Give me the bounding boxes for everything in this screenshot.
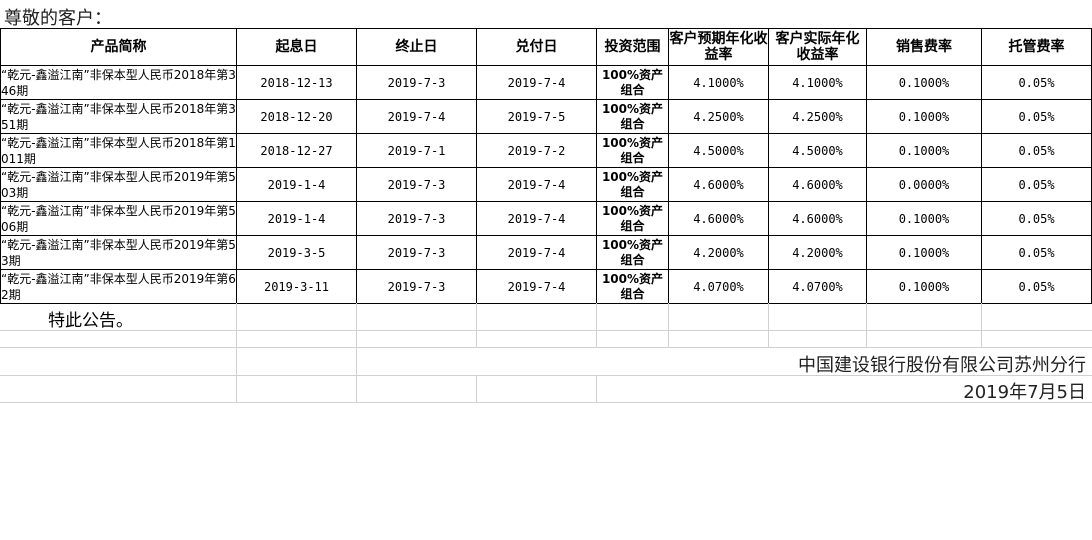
investment-scope: 100%资产组合 xyxy=(596,269,669,304)
header-pay: 兑付日 xyxy=(476,28,597,66)
table-row: “乾元-鑫溢江南”非保本型人民币2018年第1011期 2018-12-27 201… xyxy=(0,133,1092,168)
actual-yield: 4.5000% xyxy=(768,133,867,168)
product-name: “乾元-鑫溢江南”非保本型人民币2018年第1011期 xyxy=(0,133,237,168)
expected-yield: 4.6000% xyxy=(668,201,769,236)
start-date: 2019-1-4 xyxy=(236,201,357,236)
actual-yield: 4.6000% xyxy=(768,167,867,202)
expected-yield: 4.5000% xyxy=(668,133,769,168)
end-date: 2019-7-3 xyxy=(356,269,477,304)
actual-yield: 4.6000% xyxy=(768,201,867,236)
product-name: “乾元-鑫溢江南”非保本型人民币2019年第503期 xyxy=(0,167,237,202)
greeting: 尊敬的客户： xyxy=(4,8,112,29)
header-end: 终止日 xyxy=(356,28,477,66)
start-date: 2018-12-20 xyxy=(236,99,357,134)
table-row: “乾元-鑫溢江南”非保本型人民币2018年第346期 2018-12-13 2019… xyxy=(0,65,1092,100)
sales-fee: 0.1000% xyxy=(866,269,982,304)
investment-scope: 100%资产组合 xyxy=(596,65,669,100)
lower-grid xyxy=(0,303,1092,403)
table-row: “乾元-鑫溢江南”非保本型人民币2019年第503期 2019-1-4 2019-7… xyxy=(0,167,1092,202)
sales-fee: 0.1000% xyxy=(866,235,982,270)
header-expected: 客户预期年化收益率 xyxy=(668,28,769,66)
actual-yield: 4.2500% xyxy=(768,99,867,134)
sales-fee: 0.1000% xyxy=(866,133,982,168)
actual-yield: 4.2000% xyxy=(768,235,867,270)
expected-yield: 4.2000% xyxy=(668,235,769,270)
table-row: “乾元-鑫溢江南”非保本型人民币2019年第62期 2019-3-11 2019-7… xyxy=(0,269,1092,304)
start-date: 2018-12-13 xyxy=(236,65,357,100)
sales-fee: 0.1000% xyxy=(866,99,982,134)
custody-fee: 0.05% xyxy=(981,235,1092,270)
bank-name: 中国建设银行股份有限公司苏州分行 xyxy=(798,355,1086,376)
end-date: 2019-7-3 xyxy=(356,65,477,100)
start-date: 2019-3-11 xyxy=(236,269,357,304)
announcement-date: 2019年7月5日 xyxy=(963,382,1086,403)
notice-text: 特此公告。 xyxy=(48,311,133,331)
start-date: 2019-1-4 xyxy=(236,167,357,202)
expected-yield: 4.2500% xyxy=(668,99,769,134)
product-name: “乾元-鑫溢江南”非保本型人民币2018年第351期 xyxy=(0,99,237,134)
end-date: 2019-7-3 xyxy=(356,235,477,270)
pay-date: 2019-7-4 xyxy=(476,167,597,202)
header-start: 起息日 xyxy=(236,28,357,66)
start-date: 2019-3-5 xyxy=(236,235,357,270)
table-header: 产品简称 起息日 终止日 兑付日 投资范围 客户预期年化收益率 客户实际年化收益… xyxy=(0,28,1092,66)
end-date: 2019-7-1 xyxy=(356,133,477,168)
start-date: 2018-12-27 xyxy=(236,133,357,168)
table-row: “乾元-鑫溢江南”非保本型人民币2018年第351期 2018-12-20 2019… xyxy=(0,99,1092,134)
investment-scope: 100%资产组合 xyxy=(596,201,669,236)
sales-fee: 0.1000% xyxy=(866,65,982,100)
investment-scope: 100%资产组合 xyxy=(596,133,669,168)
pay-date: 2019-7-4 xyxy=(476,65,597,100)
custody-fee: 0.05% xyxy=(981,269,1092,304)
sales-fee: 0.1000% xyxy=(866,201,982,236)
product-name: “乾元-鑫溢江南”非保本型人民币2019年第53期 xyxy=(0,235,237,270)
expected-yield: 4.1000% xyxy=(668,65,769,100)
sales-fee: 0.0000% xyxy=(866,167,982,202)
product-table: 产品简称 起息日 终止日 兑付日 投资范围 客户预期年化收益率 客户实际年化收益… xyxy=(0,28,1092,304)
end-date: 2019-7-3 xyxy=(356,167,477,202)
expected-yield: 4.6000% xyxy=(668,167,769,202)
pay-date: 2019-7-5 xyxy=(476,99,597,134)
pay-date: 2019-7-2 xyxy=(476,133,597,168)
end-date: 2019-7-4 xyxy=(356,99,477,134)
end-date: 2019-7-3 xyxy=(356,201,477,236)
custody-fee: 0.05% xyxy=(981,167,1092,202)
custody-fee: 0.05% xyxy=(981,201,1092,236)
custody-fee: 0.05% xyxy=(981,65,1092,100)
header-scope: 投资范围 xyxy=(596,28,669,66)
pay-date: 2019-7-4 xyxy=(476,235,597,270)
actual-yield: 4.0700% xyxy=(768,269,867,304)
header-sales-fee: 销售费率 xyxy=(866,28,982,66)
actual-yield: 4.1000% xyxy=(768,65,867,100)
table-row: “乾元-鑫溢江南”非保本型人民币2019年第506期 2019-1-4 2019-7… xyxy=(0,201,1092,236)
header-custody-fee: 托管费率 xyxy=(981,28,1092,66)
table-row: “乾元-鑫溢江南”非保本型人民币2019年第53期 2019-3-5 2019-7-… xyxy=(0,235,1092,270)
header-actual: 客户实际年化收益率 xyxy=(768,28,867,66)
investment-scope: 100%资产组合 xyxy=(596,167,669,202)
product-name: “乾元-鑫溢江南”非保本型人民币2018年第346期 xyxy=(0,65,237,100)
header-name: 产品简称 xyxy=(0,28,237,66)
product-name: “乾元-鑫溢江南”非保本型人民币2019年第506期 xyxy=(0,201,237,236)
custody-fee: 0.05% xyxy=(981,99,1092,134)
investment-scope: 100%资产组合 xyxy=(596,99,669,134)
investment-scope: 100%资产组合 xyxy=(596,235,669,270)
pay-date: 2019-7-4 xyxy=(476,269,597,304)
product-name: “乾元-鑫溢江南”非保本型人民币2019年第62期 xyxy=(0,269,237,304)
expected-yield: 4.0700% xyxy=(668,269,769,304)
pay-date: 2019-7-4 xyxy=(476,201,597,236)
custody-fee: 0.05% xyxy=(981,133,1092,168)
